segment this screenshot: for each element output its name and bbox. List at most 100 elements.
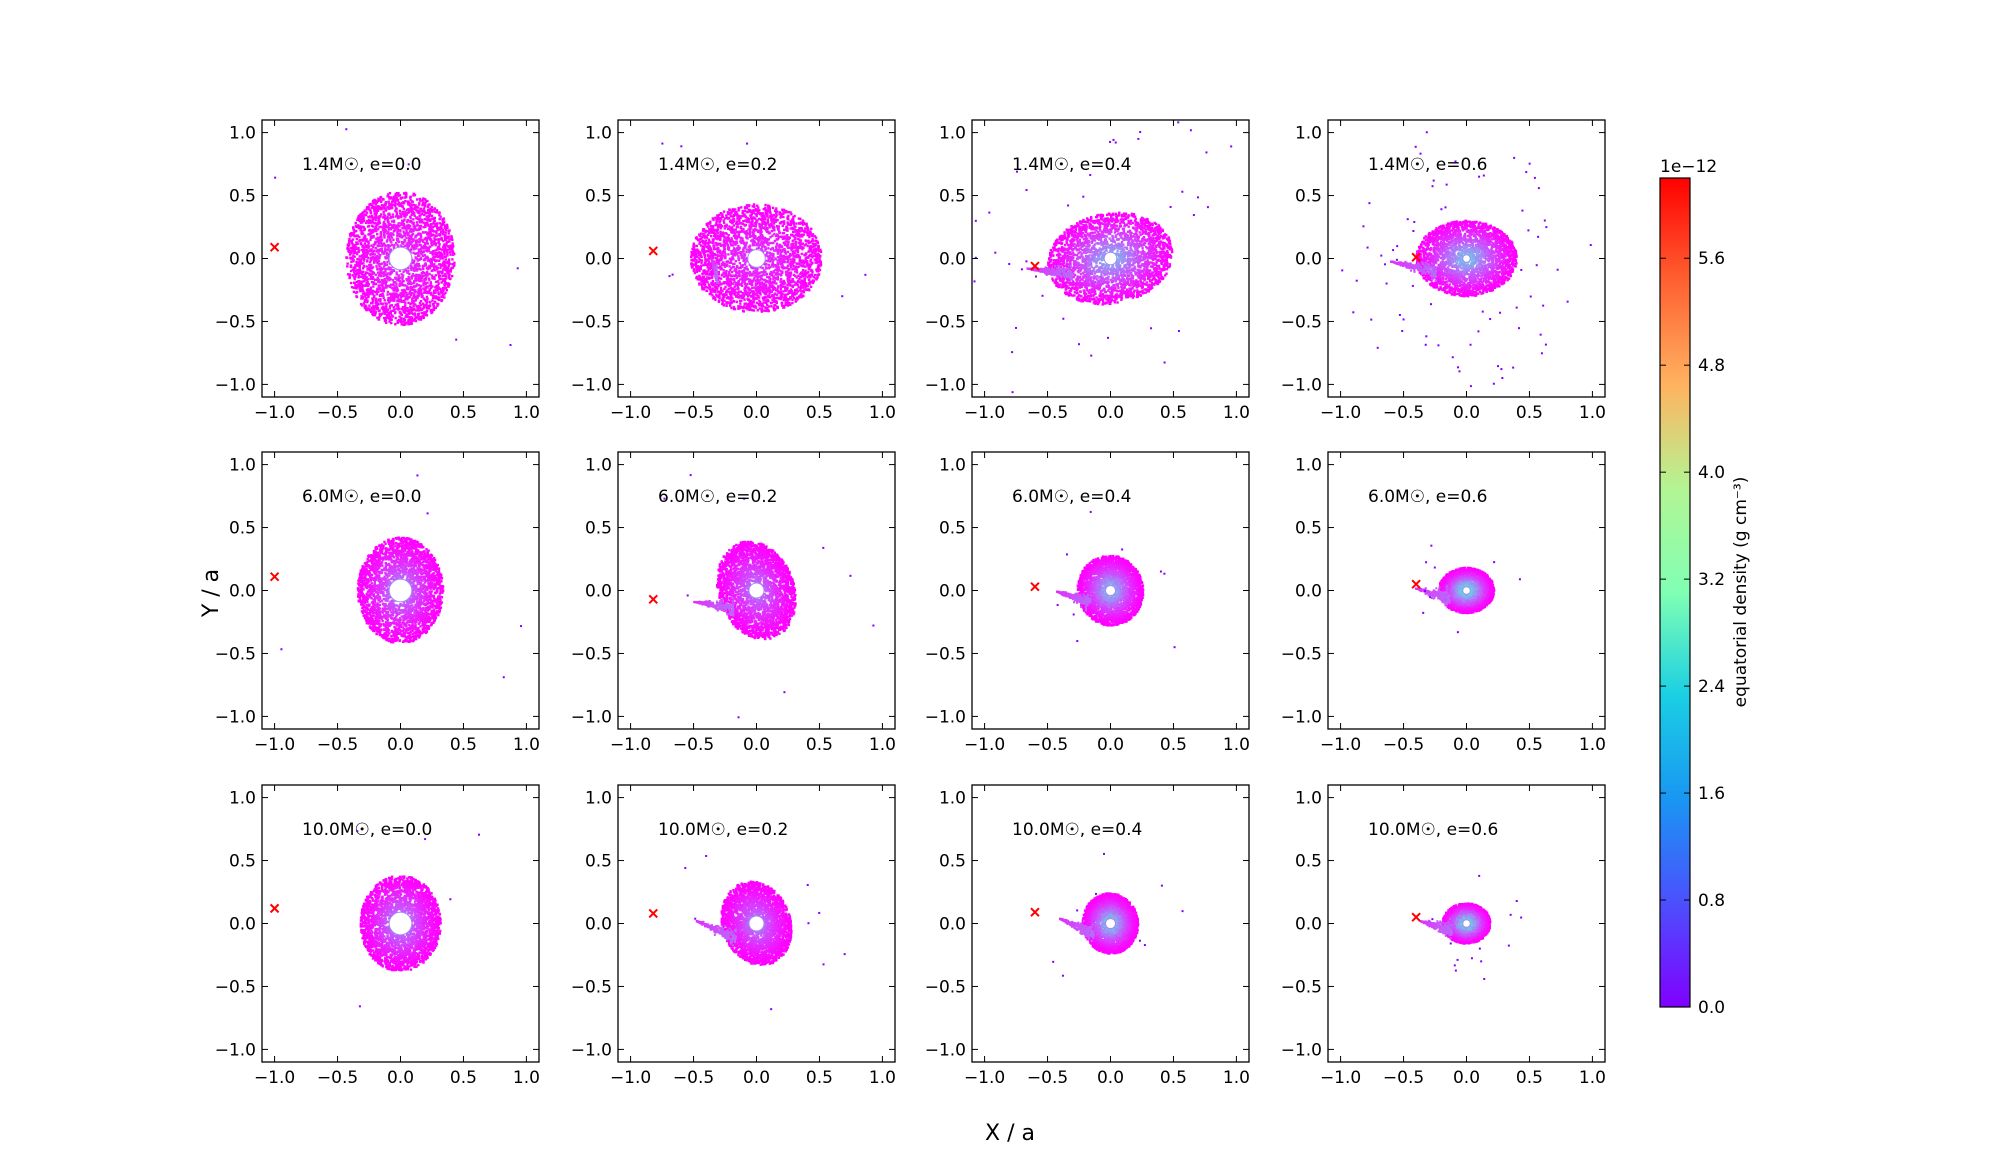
y-tick-label: 0.0 xyxy=(585,582,612,602)
panel-label: 1.4M☉, e=0.0 xyxy=(302,155,422,175)
y-tick-label: 1.0 xyxy=(1295,789,1322,809)
colorbar-tick-label: 0.0 xyxy=(1698,998,1725,1018)
x-tick-label: 0.0 xyxy=(387,403,414,423)
y-tick-label: −1.0 xyxy=(571,1040,612,1060)
y-tick-label: 0.0 xyxy=(229,582,256,602)
colorbar-tick-label: 0.8 xyxy=(1698,891,1725,911)
y-tick-label: 0.0 xyxy=(1295,915,1322,935)
companion-marker-icon xyxy=(648,246,658,256)
y-tick-label: 0.0 xyxy=(585,915,612,935)
x-tick-label: 1.0 xyxy=(513,403,540,423)
x-tick-label: 0.5 xyxy=(1160,735,1187,755)
companion-marker-icon xyxy=(1411,579,1421,589)
y-tick-label: 0.0 xyxy=(1295,250,1322,270)
x-tick-label: −1.0 xyxy=(254,403,295,423)
colorbar-tick-label: 5.6 xyxy=(1698,249,1725,269)
y-tick-label: 1.0 xyxy=(939,456,966,476)
x-tick-label: 0.5 xyxy=(806,1068,833,1088)
sink-particle-icon xyxy=(1462,919,1471,928)
y-tick-label: 0.0 xyxy=(229,915,256,935)
y-tick-label: −1.0 xyxy=(925,375,966,395)
y-tick-label: 0.5 xyxy=(585,187,612,207)
y-tick-label: −1.0 xyxy=(571,707,612,727)
x-tick-label: −1.0 xyxy=(964,1068,1005,1088)
sink-particle-icon xyxy=(388,578,413,603)
y-tick-label: −0.5 xyxy=(925,977,966,997)
panel-3-1: −1.0 −0.5 0.0 0.5 1.0 −1.0 −0.5 0.0 0.5 1.0 10.0M☉… xyxy=(215,784,540,1088)
x-tick-label: −0.5 xyxy=(673,403,714,423)
x-tick-label: −0.5 xyxy=(317,403,358,423)
companion-marker-icon xyxy=(1030,261,1040,271)
panel-1-4: −1.0 −0.5 0.0 0.5 1.0 −1.0 −0.5 0.0 0.5 1.0 1.4M☉,… xyxy=(1281,119,1606,423)
y-tick-label: 0.5 xyxy=(939,187,966,207)
density-scatter xyxy=(1055,510,1176,649)
x-tick-label: −1.0 xyxy=(964,403,1005,423)
panel-label: 10.0M☉, e=0.4 xyxy=(1012,820,1142,840)
x-tick-label: 1.0 xyxy=(1579,735,1606,755)
x-tick-label: 1.0 xyxy=(1223,735,1250,755)
x-tick-label: −1.0 xyxy=(1320,735,1361,755)
x-tick-label: 1.0 xyxy=(1579,403,1606,423)
panel-1-1: −1.0 −0.5 0.0 0.5 1.0 −1.0 −0.5 0.0 0.5 1.0 1.4M☉,… xyxy=(215,119,540,423)
x-tick-label: −0.5 xyxy=(1383,735,1424,755)
panel-label: 10.0M☉, e=0.6 xyxy=(1368,820,1498,840)
y-tick-label: 1.0 xyxy=(1295,456,1322,476)
x-tick-label: 0.5 xyxy=(806,403,833,423)
x-axis-title: X / a xyxy=(985,1121,1035,1146)
x-tick-label: −1.0 xyxy=(254,1068,295,1088)
panel-3-3: −1.0 −0.5 0.0 0.5 1.0 −1.0 −0.5 0.0 0.5 1.0 10.0M☉… xyxy=(925,784,1250,1088)
y-tick-label: −1.0 xyxy=(1281,375,1322,395)
x-tick-label: 0.5 xyxy=(806,735,833,755)
y-tick-label: 1.0 xyxy=(1295,124,1322,144)
y-tick-label: −0.5 xyxy=(571,644,612,664)
colorbar-tick-label: 4.8 xyxy=(1698,356,1725,376)
y-tick-label: −0.5 xyxy=(1281,644,1322,664)
y-tick-label: −1.0 xyxy=(925,707,966,727)
panel-grid: −1.0 −0.5 0.0 0.5 1.0 −1.0 −0.5 0.0 0.5 1.0 1.4M☉,… xyxy=(215,119,1606,1088)
colorbar-gradient xyxy=(1659,177,1691,1008)
x-tick-label: 1.0 xyxy=(513,735,540,755)
y-tick-label: −0.5 xyxy=(571,312,612,332)
x-tick-label: 0.0 xyxy=(1097,1068,1124,1088)
panel-label: 10.0M☉, e=0.2 xyxy=(658,820,788,840)
x-tick-label: 0.5 xyxy=(1160,403,1187,423)
x-tick-label: 0.0 xyxy=(387,1068,414,1088)
colorbar-label: equatorial density (g cm⁻³) xyxy=(1731,477,1751,708)
x-tick-label: −0.5 xyxy=(1027,1068,1068,1088)
sink-particle-icon xyxy=(748,582,765,599)
sink-particle-icon xyxy=(388,911,413,936)
x-tick-label: 1.0 xyxy=(1223,403,1250,423)
sink-particle-icon xyxy=(748,915,765,932)
y-tick-label: 0.5 xyxy=(1295,187,1322,207)
companion-marker-icon xyxy=(648,908,658,919)
x-tick-label: 0.0 xyxy=(387,735,414,755)
density-scatter xyxy=(1415,544,1521,634)
colorbar-offset-text: 1e−12 xyxy=(1660,157,1717,177)
y-tick-label: −1.0 xyxy=(1281,1040,1322,1060)
x-tick-label: −0.5 xyxy=(673,1068,714,1088)
sink-particle-icon xyxy=(1462,586,1471,595)
x-tick-label: 0.0 xyxy=(1453,403,1480,423)
x-tick-label: 1.0 xyxy=(869,403,896,423)
y-tick-label: 1.0 xyxy=(585,789,612,809)
panel-label: 6.0M☉, e=0.2 xyxy=(658,487,778,507)
colorbar: 1e−12 equatorial density (g cm⁻³) 0.0 0.8… xyxy=(1659,157,1751,1018)
y-tick-label: 1.0 xyxy=(585,456,612,476)
colorbar-tick-label: 4.0 xyxy=(1698,463,1725,483)
y-tick-label: −1.0 xyxy=(215,1040,256,1060)
x-tick-label: −1.0 xyxy=(610,735,651,755)
x-tick-label: −0.5 xyxy=(673,735,714,755)
sink-particle-icon xyxy=(1462,254,1471,263)
density-scatter xyxy=(661,142,867,313)
x-tick-label: −0.5 xyxy=(317,1068,358,1088)
x-tick-label: −0.5 xyxy=(1383,403,1424,423)
y-tick-label: 0.0 xyxy=(229,250,256,270)
density-scatter xyxy=(356,830,481,1008)
x-tick-label: −0.5 xyxy=(1383,1068,1424,1088)
x-tick-label: −1.0 xyxy=(964,735,1005,755)
y-tick-label: −0.5 xyxy=(215,977,256,997)
y-tick-label: −0.5 xyxy=(1281,977,1322,997)
panel-label: 1.4M☉, e=0.4 xyxy=(1012,155,1132,175)
y-tick-label: 1.0 xyxy=(939,789,966,809)
x-tick-label: −1.0 xyxy=(254,735,295,755)
